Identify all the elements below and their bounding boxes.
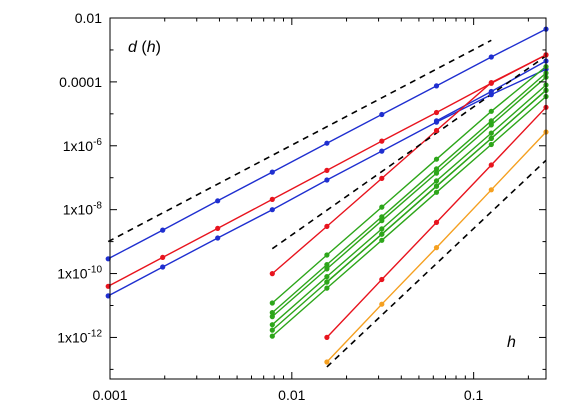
plot-frame xyxy=(109,17,547,380)
x-tick-label: 0.1 xyxy=(464,387,484,403)
data-point xyxy=(433,178,440,184)
data-point xyxy=(324,279,330,285)
x-tick-labels: 0.001 0.01 0.1 xyxy=(92,387,483,403)
data-point xyxy=(433,189,440,195)
series-line-5 xyxy=(271,54,547,275)
data-point xyxy=(488,88,494,95)
data-point xyxy=(433,170,440,176)
data-point xyxy=(433,109,440,116)
data-point xyxy=(433,83,440,89)
data-point xyxy=(269,314,275,320)
data-point xyxy=(433,156,440,162)
data-point xyxy=(488,162,494,168)
data-point xyxy=(433,245,440,251)
data-point xyxy=(269,196,275,202)
data-point xyxy=(488,108,494,114)
data-point xyxy=(379,237,385,243)
x-axis-label: h xyxy=(507,334,516,351)
data-point xyxy=(488,54,494,60)
data-point xyxy=(160,264,166,270)
y-tick-labels: 1x10-12 1x10-10 1x10-8 1x10-6 0.0001 0.01 xyxy=(57,10,102,345)
data-point xyxy=(269,327,275,333)
data-point xyxy=(269,300,275,306)
data-point xyxy=(379,148,385,154)
data-point xyxy=(379,301,385,307)
series-line-6 xyxy=(271,66,547,304)
data-point xyxy=(488,118,494,124)
data-point xyxy=(269,207,275,213)
axis-ticks xyxy=(109,17,546,379)
data-point xyxy=(324,177,330,183)
data-point xyxy=(324,266,330,272)
data-point xyxy=(160,254,166,260)
data-point xyxy=(379,218,385,224)
data-point xyxy=(324,167,330,173)
series-line-8 xyxy=(271,76,547,318)
y-tick-label: 1x10-8 xyxy=(63,201,103,218)
data-point xyxy=(324,252,330,258)
data-point xyxy=(215,235,221,241)
data-point xyxy=(379,226,385,232)
data-point xyxy=(488,135,494,141)
data-point xyxy=(324,274,330,280)
x-tick-label: 0.01 xyxy=(278,387,305,403)
data-point xyxy=(488,130,494,136)
y-tick-label: 0.0001 xyxy=(59,74,102,90)
data-point xyxy=(433,118,440,124)
data-point xyxy=(488,141,494,148)
data-point xyxy=(379,175,385,181)
data-point xyxy=(269,333,275,339)
data-point xyxy=(379,138,385,144)
data-point xyxy=(433,183,440,189)
data-point xyxy=(379,214,385,220)
data-point xyxy=(324,223,330,229)
data-point xyxy=(379,111,385,118)
data-point xyxy=(324,262,330,268)
y-tick-label: 1x10-12 xyxy=(57,328,102,345)
data-point xyxy=(215,198,221,204)
data-point xyxy=(379,204,385,210)
data-point xyxy=(433,166,440,172)
series-line-9 xyxy=(271,84,547,326)
data-point xyxy=(324,359,330,365)
data-point xyxy=(379,231,385,237)
y-tick-label: 0.01 xyxy=(75,10,102,26)
y-tick-label: 1x10-10 xyxy=(57,265,102,282)
data-point xyxy=(379,276,385,283)
y-tick-label: 1x10-6 xyxy=(63,137,103,154)
data-point xyxy=(324,140,330,146)
data-point xyxy=(269,169,275,175)
data-point xyxy=(215,225,221,231)
data-point xyxy=(324,334,330,340)
data-point xyxy=(488,187,494,193)
data-point xyxy=(269,322,275,328)
data-point xyxy=(269,271,275,277)
reference-line-2 xyxy=(271,55,547,250)
data-point xyxy=(324,285,330,291)
data-point xyxy=(433,127,440,134)
data-point xyxy=(433,219,440,225)
y-axis-label: d (h) xyxy=(128,39,161,56)
reference-lines xyxy=(107,39,547,368)
series-line-7 xyxy=(271,72,547,314)
data-point xyxy=(269,310,275,316)
data-point xyxy=(488,80,494,86)
data-point xyxy=(160,227,166,233)
x-tick-label: 0.001 xyxy=(92,387,127,403)
series-line-11 xyxy=(271,95,547,337)
data-point xyxy=(488,122,494,128)
series-points xyxy=(105,26,549,365)
reference-line-1 xyxy=(107,39,492,243)
series-lines xyxy=(107,28,547,363)
